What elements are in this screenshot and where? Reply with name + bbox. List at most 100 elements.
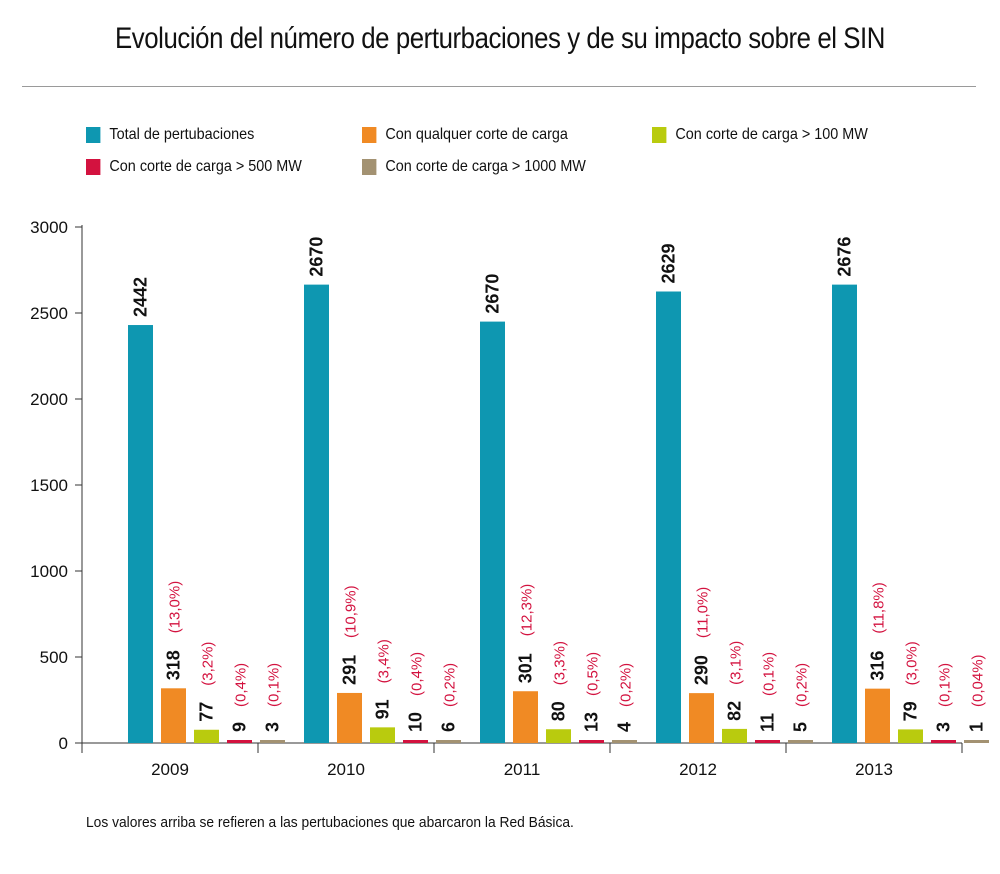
bar-con-qualquer-corte-de-carga [865,688,890,743]
y-tick-label: 500 [40,648,68,667]
data-label: 290 [692,655,712,685]
data-label: 301 [516,653,536,683]
percent-label: (0,04%) [970,654,987,707]
data-label: 4 [615,722,635,732]
bar-con-corte-de-carga-500-mw [579,740,604,743]
legend-swatch-cut-1000 [362,159,377,175]
data-label: 82 [725,701,745,721]
bar-con-corte-de-carga-100-mw [898,729,923,743]
legend-label-cut-1000: Con corte de carga > 1000 MW [385,158,586,175]
bar-con-corte-de-carga-1000-mw [436,740,461,743]
percent-label: (0,2%) [618,663,635,707]
percent-label: (3,1%) [728,641,745,685]
legend-label-cut-500: Con corte de carga > 500 MW [109,158,302,175]
legend-item-any-cut: Con qualquer corte de carga [362,126,568,144]
data-label: 2670 [307,237,327,277]
bar-con-corte-de-carga-1000-mw [612,740,637,743]
percent-label: (0,4%) [233,663,250,707]
data-label: 316 [868,651,888,681]
y-tick-label: 2500 [30,304,68,323]
bar-total-de-pertubaciones [832,284,857,743]
data-label: 2442 [131,277,151,317]
bar-total-de-pertubaciones [128,325,153,743]
bar-con-qualquer-corte-de-carga [513,691,538,743]
percent-label: (0,2%) [794,663,811,707]
bar-total-de-pertubaciones [656,291,681,743]
chart-title: Evolución del número de perturbaciones y… [115,22,885,55]
percent-label: (10,9%) [343,585,360,638]
percent-label: (0,5%) [585,652,602,696]
data-label: 91 [373,699,393,719]
y-tick-label: 3000 [30,218,68,237]
percent-label: (0,2%) [442,663,459,707]
percent-label: (13,0%) [167,581,184,634]
bar-con-qualquer-corte-de-carga [337,692,362,743]
bar-total-de-pertubaciones [304,284,329,743]
bar-con-corte-de-carga-1000-mw [788,740,813,743]
bar-con-qualquer-corte-de-carga [161,688,186,743]
percent-label: (0,1%) [266,663,283,707]
bar-con-corte-de-carga-500-mw [931,740,956,743]
bar-con-qualquer-corte-de-carga [689,693,714,743]
footnote: Los valores arriba se refieren a las per… [86,814,574,831]
legend-label-any-cut: Con qualquer corte de carga [385,126,568,143]
legend-swatch-total [86,127,101,143]
x-tick-label: 2010 [327,760,365,779]
legend-label-cut-100: Con corte de carga > 100 MW [675,126,868,143]
percent-label: (3,0%) [904,641,921,685]
legend-label-total: Total de pertubaciones [109,126,255,143]
percent-label: (12,3%) [519,584,536,637]
legend-item-cut-100: Con corte de carga > 100 MW [652,126,868,144]
data-label: 11 [758,713,778,732]
data-label: 13 [582,712,602,732]
legend-item-cut-1000: Con corte de carga > 1000 MW [362,158,586,176]
legend-swatch-cut-500 [86,159,101,175]
percent-label: (0,1%) [937,663,954,707]
data-label: 291 [340,655,360,685]
data-label: 318 [164,650,184,680]
bar-con-corte-de-carga-500-mw [227,740,252,743]
percent-label: (3,3%) [552,641,569,685]
percent-label: (3,2%) [200,642,217,686]
x-tick-label: 2011 [504,760,541,779]
legend-item-total: Total de pertubaciones [86,126,254,144]
bar-total-de-pertubaciones [480,321,505,743]
x-tick-label: 2012 [679,760,717,779]
percent-label: (11,0%) [695,587,712,638]
percent-label: (11,8%) [871,582,888,633]
data-label: 2676 [835,237,855,277]
bar-con-corte-de-carga-500-mw [755,740,780,743]
bar-con-corte-de-carga-1000-mw [260,740,285,743]
legend-swatch-cut-100 [652,127,667,143]
data-label: 79 [901,701,921,721]
data-label: 77 [197,702,217,722]
data-label: 2629 [659,243,679,283]
percent-label: (3,4%) [376,639,393,683]
x-tick-label: 2009 [151,760,189,779]
y-tick-label: 1000 [30,562,68,581]
percent-label: (0,1%) [761,652,778,696]
bar-con-corte-de-carga-100-mw [194,729,219,743]
data-label: 1 [967,722,987,732]
bar-con-corte-de-carga-100-mw [370,727,395,743]
data-label: 9 [230,722,250,732]
data-label: 5 [791,722,811,732]
data-label: 3 [934,722,954,732]
legend-swatch-any-cut [362,127,377,143]
y-tick-label: 2000 [30,390,68,409]
data-label: 10 [406,712,426,732]
data-label: 3 [263,722,283,732]
y-tick-label: 0 [59,734,68,753]
bar-con-corte-de-carga-100-mw [722,728,747,743]
percent-label: (0,4%) [409,652,426,696]
x-tick-label: 2013 [855,760,893,779]
data-label: 2670 [483,274,503,314]
legend-item-cut-500: Con corte de carga > 500 MW [86,158,302,176]
bar-con-corte-de-carga-500-mw [403,740,428,743]
bar-con-corte-de-carga-1000-mw [964,740,989,743]
y-tick-label: 1500 [30,476,68,495]
bar-con-corte-de-carga-100-mw [546,729,571,743]
data-label: 80 [549,701,569,721]
title-divider [22,86,976,87]
